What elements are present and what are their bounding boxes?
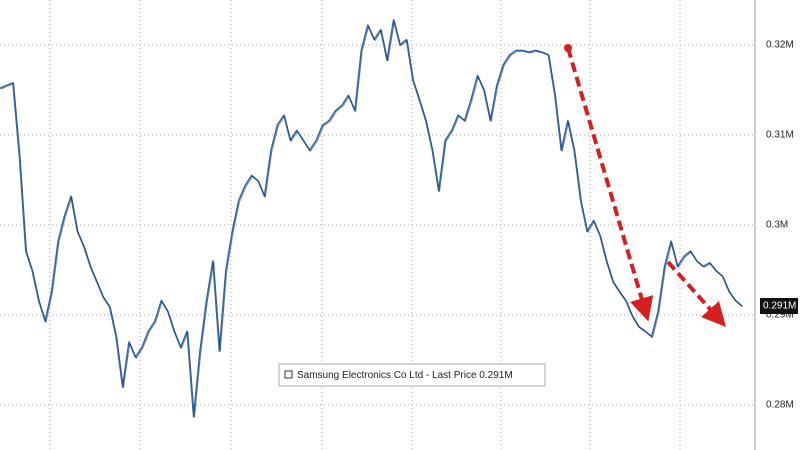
legend-box — [278, 363, 546, 387]
plot-area — [0, 19, 755, 418]
red-arrow — [566, 47, 654, 322]
y-tick-label: 0.32M — [766, 40, 794, 51]
legend: Samsung Electronics Co Ltd - Last Price … — [278, 363, 546, 387]
price-line-shadow — [0, 20, 744, 418]
red-arrow — [666, 260, 726, 327]
last-price-box — [760, 298, 798, 314]
y-tick-label: 0.29M — [766, 310, 794, 321]
y-tick-label: 0.3M — [766, 220, 788, 231]
annotation-arrows — [564, 44, 726, 327]
last-price-label: 0.291M — [763, 301, 796, 312]
legend-swatch — [284, 370, 293, 379]
y-tick-label: 0.31M — [766, 130, 794, 141]
price-line — [0, 19, 743, 418]
legend-label: Samsung Electronics Co Ltd - Last Price … — [297, 370, 513, 381]
y-tick-label: 0.28M — [766, 400, 794, 411]
